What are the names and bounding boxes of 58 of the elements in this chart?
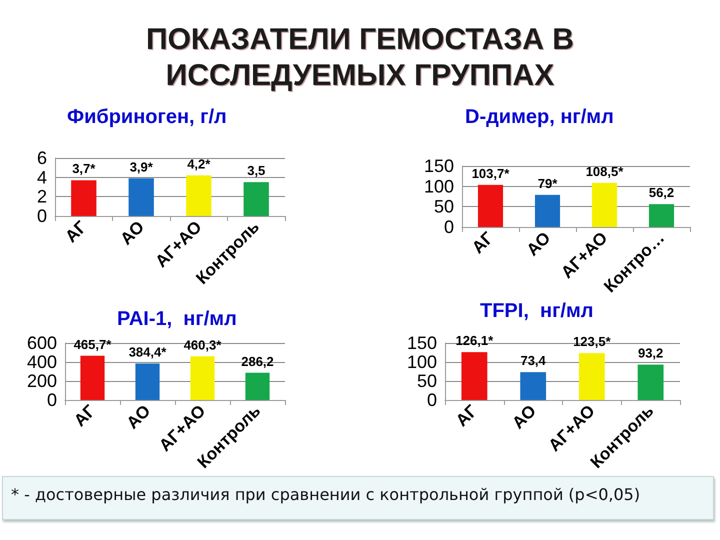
data-label: 93,2 bbox=[638, 346, 664, 361]
y-tick-label: 200 bbox=[26, 371, 57, 391]
data-label: 126,1* bbox=[456, 333, 494, 348]
bar bbox=[592, 182, 618, 227]
y-tick-label: 0 bbox=[426, 390, 437, 410]
bar bbox=[190, 356, 215, 400]
x-tick-label: АО bbox=[116, 217, 148, 249]
y-tick-label: 100 bbox=[406, 352, 437, 372]
bar bbox=[638, 364, 664, 400]
chart-title: Фибриноген, г/л bbox=[67, 106, 227, 128]
x-tick-label: АО bbox=[522, 228, 554, 260]
y-tick-label: 100 bbox=[424, 176, 454, 196]
y-tick-label: 6 bbox=[36, 148, 47, 168]
y-tick-label: 50 bbox=[416, 371, 437, 391]
bar bbox=[648, 204, 674, 227]
chart-title: TFPI, нг/мл bbox=[480, 300, 594, 322]
y-tick-label: 50 bbox=[434, 196, 454, 217]
bar bbox=[520, 372, 546, 400]
data-label: 73,4 bbox=[520, 353, 547, 368]
data-label: 103,7* bbox=[472, 166, 510, 181]
x-tick-label: АГ bbox=[62, 217, 91, 246]
data-label: 286,2 bbox=[241, 354, 274, 369]
bar bbox=[461, 352, 488, 400]
data-label: 56,2 bbox=[648, 185, 674, 200]
bar bbox=[534, 194, 560, 227]
data-label: 465,7* bbox=[74, 336, 112, 352]
x-tick-label: АГ bbox=[452, 401, 482, 430]
y-tick-label: 150 bbox=[424, 156, 454, 176]
text: * - достоверные различия при сравнении с контрольной группой (p<0,05) bbox=[11, 485, 642, 504]
data-label: 3,9* bbox=[130, 159, 154, 174]
y-tick-label: 150 bbox=[406, 333, 437, 353]
y-tick-label: 0 bbox=[36, 206, 47, 226]
bar bbox=[245, 372, 270, 400]
y-tick-label: 0 bbox=[444, 217, 454, 237]
y-tick-label: 600 bbox=[26, 333, 57, 353]
x-tick-label: АГ bbox=[468, 228, 498, 258]
data-label: 79* bbox=[538, 176, 558, 191]
text: ПОКАЗАТЕЛИ ГЕМОСТАЗА В ИССЛЕДУЕМЫХ ГРУППАХ bbox=[145, 22, 575, 94]
y-tick-label: 2 bbox=[36, 186, 47, 207]
data-label: 123,5* bbox=[573, 334, 612, 350]
data-label: 3,7* bbox=[72, 161, 96, 176]
bar bbox=[80, 356, 105, 400]
data-label: 4,2* bbox=[187, 156, 212, 172]
bar bbox=[478, 184, 504, 227]
data-label: 384,4* bbox=[128, 344, 168, 360]
y-tick-label: 0 bbox=[46, 390, 57, 410]
chart-title: PAI-1, нг/мл bbox=[117, 308, 237, 330]
y-tick-label: 400 bbox=[26, 352, 57, 372]
x-tick-label: АО bbox=[508, 401, 540, 433]
bar bbox=[135, 363, 160, 400]
chart-title: D-димер, нг/мл bbox=[465, 106, 614, 128]
y-tick-label: 4 bbox=[36, 167, 47, 188]
x-tick-label: АГ bbox=[70, 401, 100, 430]
x-tick-label: АО bbox=[122, 401, 154, 433]
data-label: 108,5* bbox=[586, 164, 624, 179]
data-label: 3,5 bbox=[247, 163, 266, 178]
bar bbox=[578, 353, 605, 400]
data-label: 460,3* bbox=[184, 337, 222, 352]
